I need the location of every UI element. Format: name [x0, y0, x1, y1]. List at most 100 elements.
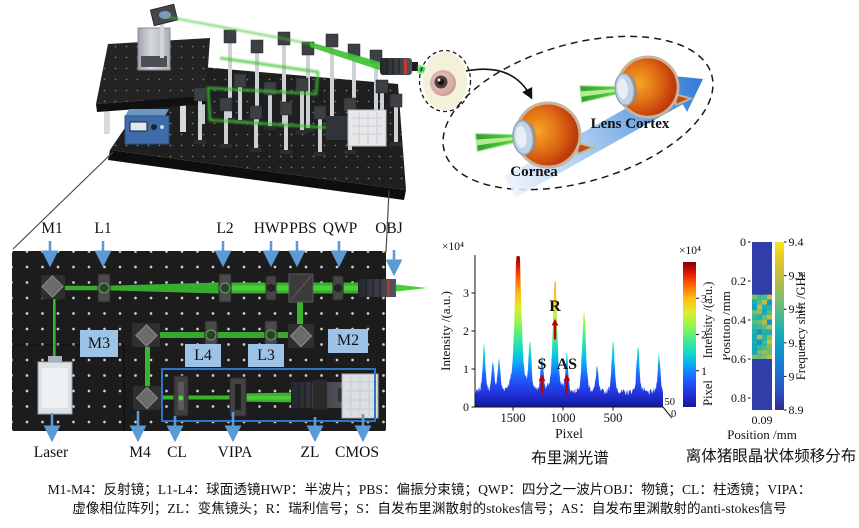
heatmap-cell	[757, 349, 762, 355]
heatmap-cell	[767, 319, 772, 325]
x-tick-label: 1000	[551, 411, 576, 425]
colorbar-tick-label: 9	[789, 369, 795, 383]
spectrum-axes	[474, 255, 663, 408]
label-m1: M1	[41, 220, 63, 237]
label-m4: M4	[129, 444, 151, 461]
heatmap-cell	[762, 294, 767, 300]
photo-laser-head	[137, 27, 171, 71]
label-box-m3: M3	[80, 330, 118, 357]
inset-pointer-arrow	[465, 68, 533, 100]
objective-obj	[358, 279, 396, 297]
heatmap-cell	[757, 304, 762, 310]
photo-main-board	[108, 64, 406, 200]
annotation-as: AS	[557, 356, 578, 373]
photo-eye-dashed-circle	[418, 49, 472, 113]
colorbar-tick-label: 1	[701, 364, 707, 378]
quarter-wave-plate	[332, 275, 344, 301]
colorbar-tick-label: 9.2	[789, 302, 804, 316]
lens-cortex-label: Lens Cortex	[590, 116, 670, 132]
spectrum-ylabel: Intensity /(a.u.)	[440, 291, 453, 371]
colorbar-tick-label: 8.9	[789, 403, 804, 417]
y-tick-label: 2	[463, 324, 469, 338]
heatmap-cell	[752, 294, 757, 300]
mirror-m4	[133, 386, 161, 410]
heatmap-cell	[757, 329, 762, 335]
caption-line-2: 虚像相位阵列；ZL：变焦镜头；R：瑞利信号；S：自发布里渊散射的stokes信号…	[72, 501, 787, 516]
heatmap-cell	[762, 299, 767, 305]
laser-source	[37, 356, 73, 415]
label-box-l4: L4	[185, 344, 221, 367]
y-tick-label: 0	[463, 400, 469, 414]
heatmap-cell	[757, 344, 762, 350]
y-tick-label: 0.2	[731, 274, 746, 288]
spectrometer-outline-box	[161, 368, 376, 422]
heatmap-cell	[767, 334, 772, 340]
heatmap-cell	[767, 309, 772, 315]
heatmap-cell	[757, 334, 762, 340]
depth-axis	[662, 406, 673, 419]
heatmap-cell	[752, 309, 757, 315]
inset-dashed-ellipse	[442, 35, 714, 191]
label-l1: L1	[94, 220, 112, 237]
spectrum-area	[475, 256, 663, 407]
label-zl: ZL	[300, 444, 320, 461]
heatmap-cell	[757, 309, 762, 315]
mirror-m2	[288, 324, 314, 348]
heatmap-cell	[752, 314, 757, 320]
colorbar-label: Intensity /(a.u.)	[701, 282, 715, 359]
heatmap-cell	[757, 354, 762, 359]
cylindrical-lens-cl	[173, 375, 189, 417]
mirror-m1	[41, 275, 65, 299]
label-qwp: QWP	[322, 220, 358, 237]
eye-inset-illustration	[442, 35, 714, 198]
heatmap-cell	[757, 324, 762, 330]
mirror-m3	[132, 323, 160, 347]
label-obj: OBJ	[375, 220, 403, 237]
colorbar-tick-label: 3	[701, 291, 707, 305]
heatmap-cell	[762, 324, 767, 330]
lens-l2	[218, 273, 232, 303]
heatmap-cell	[752, 304, 757, 310]
depth-axis-label: Pixel	[701, 380, 715, 406]
photo-optic-mounts	[193, 29, 403, 156]
optical-setup-photo	[96, 3, 472, 200]
heatmap-cell	[757, 294, 762, 300]
heatmap-cell	[767, 339, 772, 345]
heatmap-cell	[762, 344, 767, 350]
eye-illustration-cornea	[474, 101, 597, 169]
heatmap-cell	[762, 309, 767, 315]
heatmap-colorbar-label: Frequency shift /GHz	[794, 271, 808, 380]
heatmap-cell	[767, 304, 772, 310]
zoom-lens-zl	[291, 380, 343, 410]
heatmap-strip	[752, 242, 772, 410]
heatmap-cell	[757, 314, 762, 320]
heatmap-cell	[762, 354, 767, 359]
photo-objective-lens	[380, 58, 418, 75]
heatmap-cell	[752, 324, 757, 330]
annotation-s: S	[538, 356, 547, 373]
label-pbs: PBS	[289, 220, 317, 237]
x-tick-label: 0.09	[752, 413, 773, 427]
heatmap-cell	[767, 324, 772, 330]
y-tick-label: 0.8	[731, 391, 746, 405]
colorbar-tick-label: 9.3	[789, 269, 804, 283]
heatmap-cell	[752, 339, 757, 345]
heatmap-colorbar	[775, 242, 784, 410]
heatmap-cell	[762, 329, 767, 335]
photo-laser-board	[96, 27, 210, 134]
spectrum-colorbar	[683, 262, 696, 407]
y-tick-label: 3	[463, 286, 469, 300]
label-box-l3: L3	[248, 344, 284, 367]
optical-schematic-board	[12, 251, 427, 431]
colorbar-tick-label: 9.4	[789, 235, 804, 249]
depth-tick-label: 50	[665, 397, 676, 408]
heatmap-ylabel: Position /mm	[723, 291, 733, 361]
heatmap-cell	[757, 319, 762, 325]
vipa-etalon	[229, 377, 247, 417]
depth-tick-label: 0	[671, 409, 676, 420]
heatmap-cell	[752, 319, 757, 325]
half-wave-plate	[265, 275, 277, 301]
photo-beam-cone	[310, 42, 382, 71]
heatmap-cell	[752, 354, 757, 359]
